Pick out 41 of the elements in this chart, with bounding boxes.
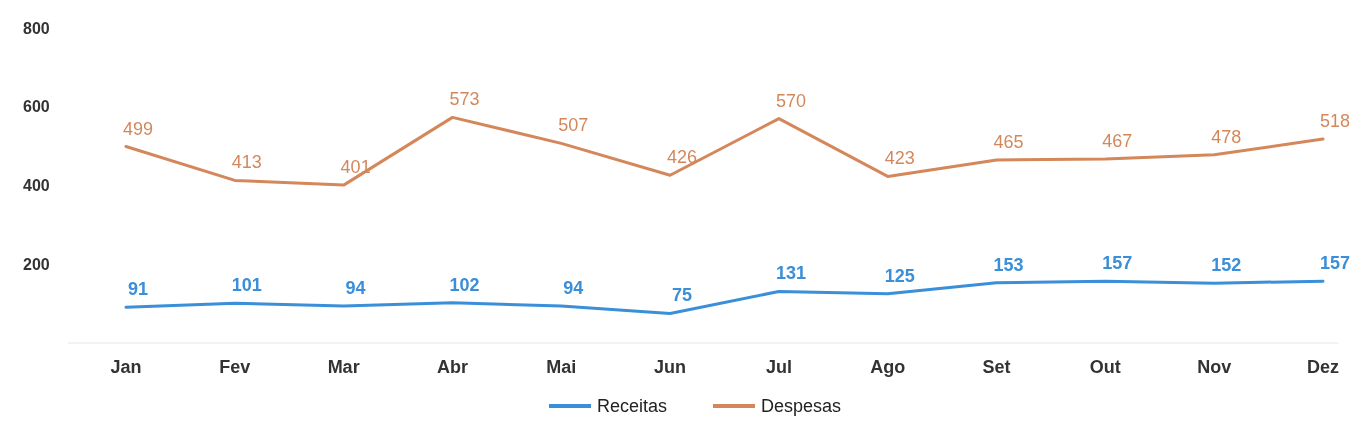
y-tick-label: 400	[23, 177, 50, 195]
x-tick-label: Jun	[654, 357, 687, 377]
data-label: 478	[1211, 126, 1242, 147]
data-label: 131	[775, 263, 806, 284]
x-tick-label: Ago	[870, 357, 906, 377]
data-label: 423	[884, 148, 915, 169]
data-label: 157	[1102, 253, 1133, 274]
legend-label: Receitas	[597, 396, 668, 417]
y-tick-label: 600	[23, 98, 50, 116]
data-label: 91	[127, 279, 149, 300]
y-tick-label: 800	[23, 19, 50, 37]
x-tick-label: Jan	[110, 357, 142, 377]
x-tick-label: Jul	[765, 357, 792, 377]
data-label: 94	[563, 277, 584, 298]
x-tick-label: Out	[1089, 357, 1121, 377]
data-label: 75	[672, 285, 693, 306]
data-label: 152	[1211, 255, 1242, 276]
data-label: 413	[231, 152, 262, 173]
data-label: 507	[558, 115, 589, 136]
x-tick-label: Set	[982, 357, 1011, 377]
x-tick-label: Abr	[436, 357, 468, 377]
data-label: 570	[775, 90, 806, 111]
x-tick-label: Fev	[219, 357, 251, 377]
data-label: 153	[993, 254, 1024, 275]
data-label: 125	[884, 265, 915, 286]
x-tick-label: Mai	[546, 357, 577, 377]
data-label: 467	[1102, 131, 1133, 152]
legend-label: Despesas	[761, 396, 842, 417]
data-label: 101	[231, 275, 262, 296]
x-tick-label: Mar	[327, 357, 360, 377]
y-tick-label: 200	[23, 255, 50, 273]
data-label: 573	[449, 89, 480, 110]
data-label: 499	[122, 118, 154, 139]
data-label: 465	[993, 131, 1024, 152]
x-tick-label: Dez	[1306, 357, 1340, 377]
data-label: 102	[449, 274, 480, 295]
data-label: 426	[667, 147, 698, 168]
x-tick-label: Nov	[1197, 357, 1232, 377]
data-label: 518	[1319, 111, 1351, 132]
data-label: 94	[345, 277, 366, 298]
data-label: 157	[1319, 253, 1351, 274]
